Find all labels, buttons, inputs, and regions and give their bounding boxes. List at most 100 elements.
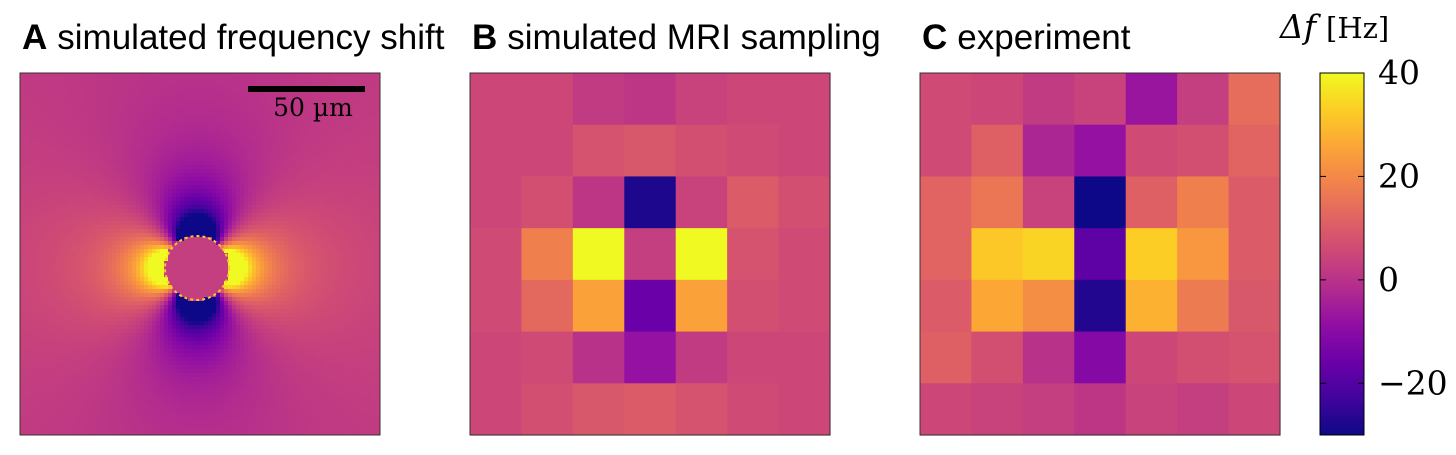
panel-a-field-tile [348, 101, 353, 106]
panel-a-field-tile [56, 141, 61, 146]
panel-a-field-tile [120, 173, 125, 178]
panel-a-field-tile [288, 117, 293, 122]
panel-a-field-tile [148, 253, 153, 258]
panel-a-field-tile [100, 217, 105, 222]
panel-a-field-tile [332, 249, 337, 254]
panel-a-field-tile [272, 133, 277, 138]
panel-a-field-tile [264, 173, 269, 178]
panel-a-field-tile [228, 133, 233, 138]
panel-a-field-tile [232, 257, 237, 262]
panel-a-field-tile [276, 121, 281, 126]
panel-a-field-tile [148, 277, 153, 282]
panel-a-field-tile [236, 109, 241, 114]
panel-a-field-tile [144, 285, 149, 290]
panel-a-field-tile [32, 125, 37, 130]
panel-a-field-tile [276, 125, 281, 130]
panel-a-field-tile [200, 197, 205, 202]
panel-a-field-tile [220, 213, 225, 218]
panel-a-field-tile [96, 245, 101, 250]
panel-a-field-tile [44, 149, 49, 154]
panel-a-field-tile [124, 121, 129, 126]
panel-a-field-tile [132, 193, 137, 198]
panel-a-field-tile [228, 217, 233, 222]
panel-a-field-tile [164, 177, 169, 182]
panel-a-field-tile [244, 241, 249, 246]
panel-a-field-tile [368, 193, 373, 198]
panel-a-field-tile [312, 77, 317, 82]
panel-a-field-tile [96, 93, 101, 98]
panel-a-field-tile [124, 245, 129, 250]
panel-a-field-tile [288, 153, 293, 158]
panel-a-field-tile [292, 117, 297, 122]
panel-a-field-tile [52, 229, 57, 234]
panel-a-field-tile [200, 209, 205, 214]
panel-a-field-tile [48, 105, 53, 110]
panel-a-field-tile [320, 77, 325, 82]
panel-a-field-tile [192, 117, 197, 122]
panel-a-field-tile [228, 81, 233, 86]
panel-a-field-tile [280, 213, 285, 218]
panel-a-field-tile [256, 73, 261, 78]
panel-a-field-tile [108, 93, 113, 98]
panel-a-field-tile [304, 225, 309, 230]
panel-a-field-tile [288, 157, 293, 162]
panel-a-field-tile [236, 145, 241, 150]
panel-a-field-tile [136, 101, 141, 106]
panel-a-field-tile [208, 285, 213, 290]
panel-a-field-tile [20, 121, 25, 126]
panel-a-field-tile [224, 249, 229, 254]
panel-a-field-tile [264, 73, 269, 78]
panel-a-field-tile [232, 77, 237, 82]
panel-a-field-tile [44, 241, 49, 246]
panel-a-field-tile [156, 153, 161, 158]
panel-a-field-tile [80, 197, 85, 202]
panel-a-field-tile [332, 157, 337, 162]
panel-a-field-tile [196, 105, 201, 110]
panel-a-field-tile [296, 169, 301, 174]
panel-a-field-tile [96, 81, 101, 86]
panel-a-field-tile [252, 149, 257, 154]
panel-a-field-tile [52, 121, 57, 126]
panel-a-field-tile [148, 145, 153, 150]
panel-a-field-tile [140, 177, 145, 182]
panel-a-field-tile [316, 241, 321, 246]
panel-a-field-tile [76, 281, 81, 286]
panel-a-field-tile [52, 237, 57, 242]
panel-a-field-tile [164, 125, 169, 130]
panel-a-field-tile [168, 241, 173, 246]
panel-a-field-tile [264, 109, 269, 114]
panel-a-field-tile [308, 97, 313, 102]
panel-a-field-tile [224, 89, 229, 94]
panel-a-field-tile [184, 145, 189, 150]
panel-a-field-tile [372, 233, 377, 238]
panel-a-field-tile [352, 257, 357, 262]
panel-a-field-tile [376, 185, 380, 190]
panel-a-field-tile [312, 73, 317, 78]
panel-a-field-tile [296, 137, 301, 142]
panel-a-field-tile [316, 125, 321, 130]
panel-a-field-tile [212, 273, 217, 278]
panel-a-field-tile [76, 241, 81, 246]
panel-a-field-tile [60, 89, 65, 94]
panel-a-field-tile [192, 241, 197, 246]
panel-a-field-tile [72, 89, 77, 94]
panel-a-field-tile [44, 269, 49, 274]
panel-a-field-tile [196, 197, 201, 202]
panel-a-field-tile [292, 229, 297, 234]
panel-a-field-tile [364, 113, 369, 118]
panel-a-field-tile [260, 169, 265, 174]
panel-a-field-tile [168, 233, 173, 238]
panel-a-field-tile [60, 189, 65, 194]
panel-a-field-tile [232, 185, 237, 190]
panel-a-field-tile [304, 117, 309, 122]
panel-a-field-tile [212, 177, 217, 182]
panel-a-field-tile [32, 205, 37, 210]
panel-a-field-tile [260, 277, 265, 282]
panel-a-field-tile [68, 241, 73, 246]
panel-a-field-tile [244, 85, 249, 90]
panel-a-field-tile [232, 213, 237, 218]
panel-a-field-tile [224, 225, 229, 230]
panel-a-field-tile [300, 149, 305, 154]
panel-a-field-tile [204, 221, 209, 226]
panel-a-field-tile [336, 153, 341, 158]
